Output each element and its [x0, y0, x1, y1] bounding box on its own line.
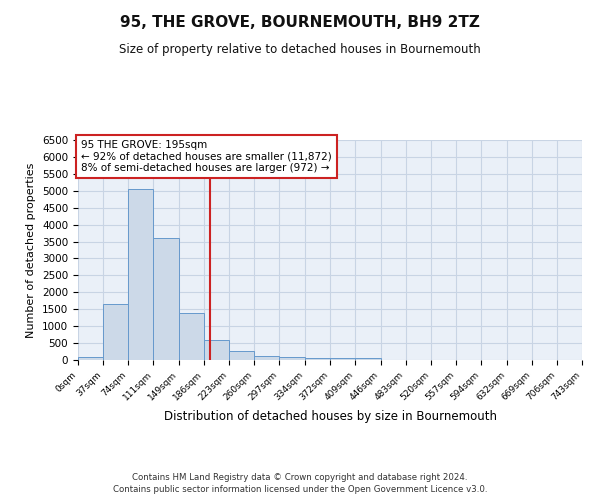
Bar	[153, 238, 179, 360]
Y-axis label: Number of detached properties: Number of detached properties	[26, 162, 37, 338]
Bar	[254, 356, 280, 360]
Bar	[103, 304, 128, 360]
Bar	[204, 340, 229, 360]
Text: 95 THE GROVE: 195sqm
← 92% of detached houses are smaller (11,872)
8% of semi-de: 95 THE GROVE: 195sqm ← 92% of detached h…	[81, 140, 331, 173]
Text: 95, THE GROVE, BOURNEMOUTH, BH9 2TZ: 95, THE GROVE, BOURNEMOUTH, BH9 2TZ	[120, 15, 480, 30]
Bar	[331, 358, 355, 360]
X-axis label: Distribution of detached houses by size in Bournemouth: Distribution of detached houses by size …	[163, 410, 497, 423]
Bar	[78, 358, 103, 360]
Text: Contains public sector information licensed under the Open Government Licence v3: Contains public sector information licen…	[113, 485, 487, 494]
Bar	[179, 312, 204, 360]
Bar	[280, 358, 305, 360]
Text: Size of property relative to detached houses in Bournemouth: Size of property relative to detached ho…	[119, 42, 481, 56]
Bar	[355, 358, 380, 360]
Bar	[305, 358, 331, 360]
Bar	[229, 350, 254, 360]
Text: Contains HM Land Registry data © Crown copyright and database right 2024.: Contains HM Land Registry data © Crown c…	[132, 472, 468, 482]
Bar	[128, 189, 153, 360]
